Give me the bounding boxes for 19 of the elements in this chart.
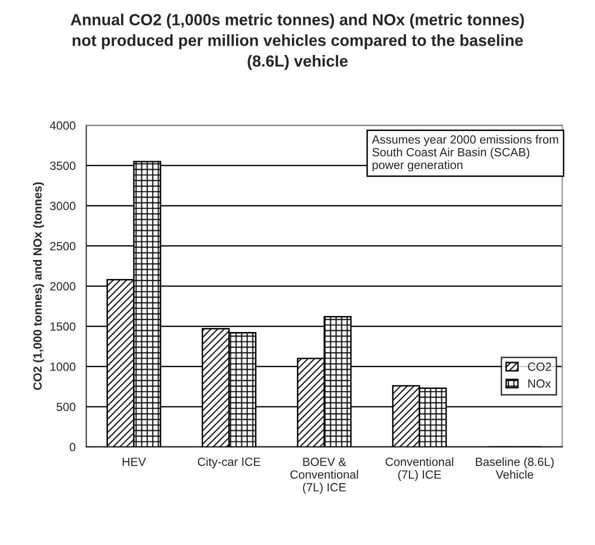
- y-tick-label: 1000: [50, 362, 76, 371]
- x-tick-label: Baseline (8.6L) Vehicle: [476, 457, 554, 479]
- y-tick-label: 1500: [50, 322, 76, 331]
- y-tick-label: 2500: [50, 242, 76, 250]
- x-tick-label: City-car ICE: [198, 457, 260, 468]
- x-tick-label: BOEV & Conventional (7L) ICE: [290, 458, 358, 494]
- y-axis-title: CO2 (1,000 tonnes) and NOx (tonnes): [33, 182, 44, 390]
- annotation: Assumes year 2000 emissions from South Coast Air Basin (SCAB) power generation: [372, 134, 558, 172]
- x-tick-label: HEV: [122, 458, 146, 466]
- y-tick-label: 0: [70, 442, 76, 452]
- y-tick-label: 500: [56, 402, 76, 412]
- chart-title: Annual CO2 (1,000s metric tonnes) and NOx (metric tonnes) not produced per million vehicles compared to the baseline (8.6L) vehicle: [70, 14, 524, 70]
- y-tick-label: 4000: [50, 121, 76, 130]
- y-tick-label: 2000: [50, 282, 76, 291]
- legend-label: NOx: [528, 379, 551, 388]
- y-tick-label: 3500: [50, 162, 76, 170]
- y-tick-label: 3000: [50, 202, 76, 210]
- legend-label: CO2: [528, 362, 552, 371]
- x-tick-label: Conventional (7L) ICE: [386, 457, 454, 482]
